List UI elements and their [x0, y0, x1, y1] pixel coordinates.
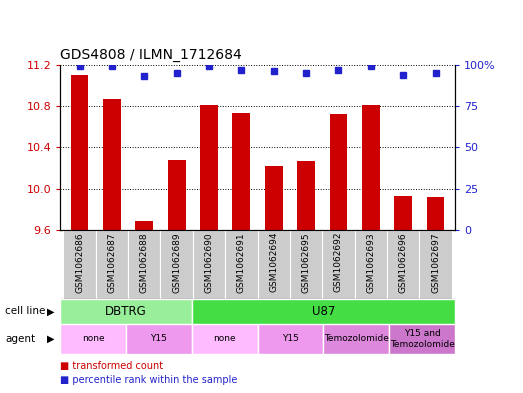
Text: cell line: cell line: [5, 307, 46, 316]
Text: Temozolomide: Temozolomide: [324, 334, 389, 343]
Bar: [322, 230, 355, 299]
Bar: [63, 230, 96, 299]
Bar: [193, 230, 225, 299]
Text: GSM1062696: GSM1062696: [399, 232, 408, 293]
Bar: [233, 113, 251, 230]
Bar: [297, 161, 315, 230]
Text: GSM1062693: GSM1062693: [366, 232, 376, 293]
Text: GSM1062692: GSM1062692: [334, 232, 343, 292]
Bar: [103, 99, 121, 230]
Text: GSM1062687: GSM1062687: [107, 232, 117, 293]
Text: GSM1062691: GSM1062691: [237, 232, 246, 293]
Text: none: none: [213, 334, 236, 343]
Bar: [225, 230, 258, 299]
Text: GSM1062694: GSM1062694: [269, 232, 278, 292]
Bar: [126, 324, 192, 354]
Text: ▶: ▶: [48, 334, 55, 344]
Bar: [60, 299, 192, 324]
Bar: [257, 324, 323, 354]
Bar: [168, 160, 186, 230]
Text: GSM1062688: GSM1062688: [140, 232, 149, 293]
Bar: [96, 230, 128, 299]
Bar: [128, 230, 161, 299]
Text: Y15 and
Temozolomide: Y15 and Temozolomide: [390, 329, 454, 349]
Bar: [394, 196, 412, 230]
Text: GDS4808 / ILMN_1712684: GDS4808 / ILMN_1712684: [60, 48, 242, 62]
Bar: [427, 197, 445, 230]
Bar: [362, 105, 380, 230]
Text: ■ transformed count: ■ transformed count: [60, 361, 163, 371]
Bar: [323, 324, 389, 354]
Bar: [329, 114, 347, 230]
Bar: [192, 299, 455, 324]
Text: U87: U87: [312, 305, 335, 318]
Text: GSM1062695: GSM1062695: [302, 232, 311, 293]
Text: Y15: Y15: [151, 334, 167, 343]
Bar: [355, 230, 387, 299]
Text: Y15: Y15: [282, 334, 299, 343]
Text: agent: agent: [5, 334, 36, 344]
Bar: [161, 230, 193, 299]
Text: GSM1062689: GSM1062689: [172, 232, 181, 293]
Bar: [257, 230, 290, 299]
Bar: [419, 230, 452, 299]
Text: ▶: ▶: [48, 307, 55, 316]
Bar: [265, 166, 282, 230]
Bar: [60, 324, 126, 354]
Text: GSM1062686: GSM1062686: [75, 232, 84, 293]
Text: none: none: [82, 334, 105, 343]
Bar: [192, 324, 257, 354]
Text: GSM1062697: GSM1062697: [431, 232, 440, 293]
Bar: [389, 324, 455, 354]
Bar: [71, 75, 88, 230]
Bar: [135, 220, 153, 230]
Text: DBTRG: DBTRG: [105, 305, 147, 318]
Bar: [290, 230, 322, 299]
Text: ■ percentile rank within the sample: ■ percentile rank within the sample: [60, 375, 237, 385]
Bar: [200, 105, 218, 230]
Bar: [387, 230, 419, 299]
Text: GSM1062690: GSM1062690: [204, 232, 213, 293]
